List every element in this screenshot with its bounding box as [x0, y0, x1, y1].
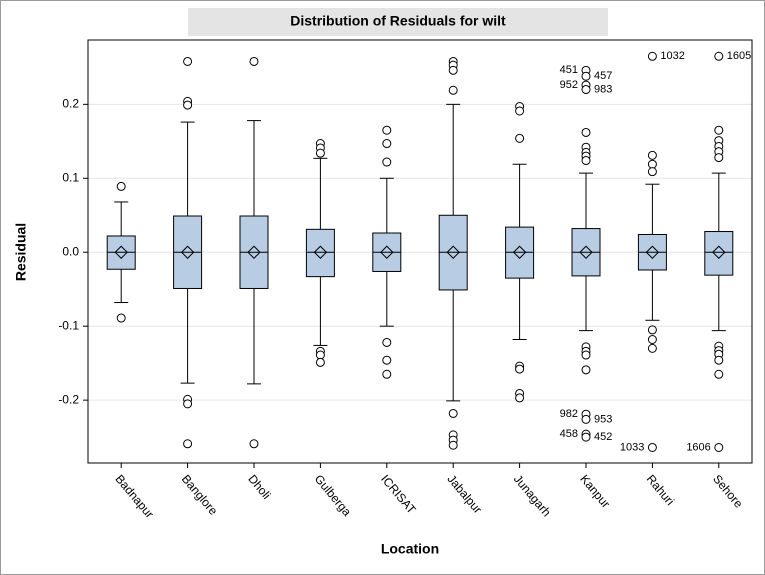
outlier: [714, 153, 724, 163]
outlier-label: 1606: [686, 441, 710, 453]
outlier: [183, 100, 193, 110]
outlier: [647, 150, 657, 160]
outlier: [581, 71, 591, 81]
outlier-label: 1032: [660, 50, 684, 62]
outlier: [315, 357, 325, 367]
outlier: [714, 442, 724, 452]
outlier-label: 452: [594, 431, 612, 443]
outlier: [647, 159, 657, 169]
outlier: [116, 313, 126, 323]
outlier-label: 451: [560, 64, 578, 76]
y-tick-label: 0.1: [62, 170, 79, 184]
outlier-label: 1605: [727, 50, 751, 62]
outlier: [315, 350, 325, 360]
mean-marker: [645, 245, 660, 259]
outlier: [448, 408, 458, 418]
outlier: [448, 85, 458, 95]
y-tick-label: 0.0: [62, 244, 79, 258]
outlier-label: 953: [594, 413, 612, 425]
outlier: [448, 65, 458, 75]
mean-marker: [180, 245, 195, 259]
outlier: [382, 139, 392, 149]
mean-marker: [313, 245, 328, 259]
outlier: [581, 432, 591, 442]
outlier: [382, 125, 392, 135]
outlier: [382, 337, 392, 347]
outlier: [581, 156, 591, 166]
outlier: [581, 350, 591, 360]
outlier-label: 458: [560, 428, 578, 440]
outlier-label: 982: [560, 408, 578, 420]
outlier-label: 1033: [620, 441, 644, 453]
outlier: [515, 106, 525, 116]
outlier: [382, 157, 392, 167]
outlier: [249, 439, 259, 449]
mean-marker: [579, 245, 593, 259]
outlier-label: 983: [594, 83, 612, 95]
outlier: [183, 439, 193, 449]
mean-marker: [712, 245, 726, 259]
outlier: [315, 148, 325, 158]
mean-marker: [512, 245, 527, 259]
y-tick-label: -0.2: [58, 392, 79, 406]
outlier: [647, 335, 657, 345]
mean-marker: [114, 245, 128, 259]
outlier: [714, 125, 724, 135]
x-axis-label: Location: [381, 541, 439, 557]
outlier: [382, 369, 392, 379]
title-band: [188, 8, 608, 36]
y-axis-label: Residual: [13, 223, 29, 281]
outlier-label: 952: [560, 79, 578, 91]
outlier: [647, 167, 657, 177]
outlier: [714, 369, 724, 379]
y-tick-label: -0.1: [58, 318, 79, 332]
outlier: [647, 343, 657, 353]
box: [704, 231, 734, 276]
mean-marker: [446, 245, 460, 259]
outlier: [448, 440, 458, 450]
outlier: [515, 133, 525, 143]
outlier: [581, 85, 591, 95]
outlier: [581, 365, 591, 375]
outlier: [581, 127, 591, 137]
mean-marker: [247, 245, 261, 259]
box: [305, 228, 335, 278]
outlier: [183, 56, 193, 66]
outlier: [515, 364, 525, 374]
outlier: [382, 355, 392, 365]
plot-frame: [87, 39, 753, 464]
outlier: [581, 414, 591, 424]
outlier: [647, 442, 657, 452]
outlier: [183, 399, 193, 409]
outlier: [647, 51, 657, 61]
chart-title: Distribution of Residuals for wilt: [290, 13, 506, 29]
outlier: [116, 181, 126, 191]
outlier-label: 457: [594, 70, 612, 82]
outlier: [249, 56, 259, 66]
y-tick-label: 0.2: [62, 97, 79, 111]
outlier: [647, 325, 657, 335]
outlier: [714, 355, 724, 365]
outlier: [515, 393, 525, 403]
mean-marker: [380, 245, 394, 259]
outlier: [714, 51, 724, 61]
